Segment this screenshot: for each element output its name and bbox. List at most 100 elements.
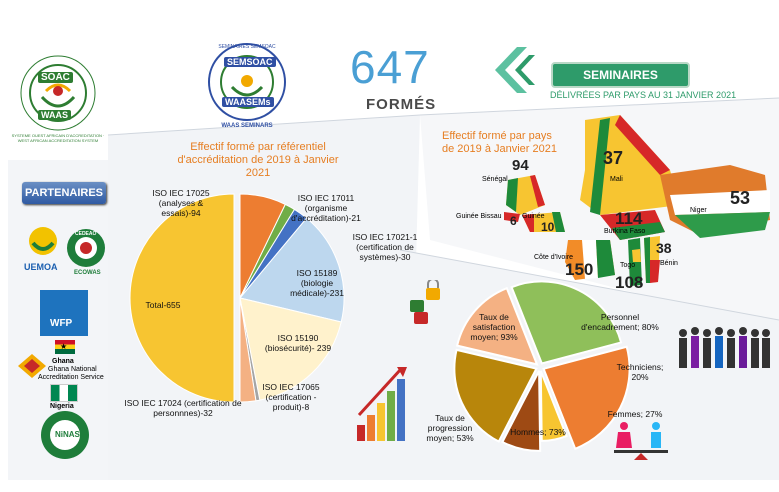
referentiel-title-line3: 2021: [245, 167, 271, 179]
ghana-label: Ghana: [52, 358, 74, 365]
semsoac-logo-top-small: SEMINAIRES SEMSOAC: [218, 44, 276, 50]
country-title-line2: de 2019 à Janvier 2021: [442, 143, 557, 155]
pie1-slice-7: [239, 297, 257, 403]
ecowas-logo: [67, 229, 105, 267]
pie2-slice-1: [542, 345, 631, 451]
soac-logo-top-text: SOAC: [38, 72, 73, 83]
benin-label: Bénin: [660, 260, 678, 267]
iso17021-line1: ISO IEC 17021-1: [352, 232, 418, 242]
satisfaction-line3: moyen; 93%: [470, 332, 518, 342]
referentiel-chart-title: Effectif formé par référentiel d'accrédi…: [158, 141, 358, 180]
wfp-logo: [40, 290, 88, 336]
guinee-label: Guinée: [522, 213, 545, 220]
iso17011-line3: d'accréditation)-21: [291, 213, 361, 223]
ecowas-top-label: CEDEAO: [75, 231, 97, 237]
nigeria-flag: [50, 384, 78, 402]
iso17065-line2: (certification -: [265, 392, 317, 402]
iso17021-line2: (certification de: [356, 242, 414, 252]
ecowas-bottom-label: ECOWAS: [74, 270, 101, 276]
hommes-line1: Hommes; 73%: [510, 427, 566, 437]
encadrement-label: Personnel d'encadrement; 80%: [570, 312, 670, 332]
femmes-label: Femmes; 27%: [600, 409, 670, 419]
progression-line1: Taux de: [435, 413, 465, 423]
senegal-label: Sénégal: [482, 176, 508, 183]
niger-label: Niger: [690, 207, 707, 214]
iso15189-line3: médicale)-231: [290, 288, 344, 298]
ninas-logo: [41, 411, 89, 459]
pie2-slice-0: [510, 280, 623, 365]
progression-label: Taux de progression moyen; 53%: [418, 413, 482, 443]
uemoa-label: UEMOA: [24, 262, 58, 272]
iso15189-line1: ISO 15189: [296, 268, 338, 278]
seminaires-banner-subtitle: DÉLIVRÉES PAR PAYS AU 31 JANVIER 2021: [550, 90, 737, 100]
techniciens-line2: 20%: [631, 372, 649, 382]
iso15190-line1: ISO 15190: [277, 333, 319, 343]
country-chart-title: Effectif formé par pays de 2019 à Janvie…: [442, 130, 582, 156]
iso17025-line1: ISO IEC 17025: [152, 188, 210, 198]
senegal-value: 94: [512, 157, 529, 174]
encadrement-line1: Personnel: [600, 312, 640, 322]
hommes-label: Hommes; 73%: [503, 427, 573, 437]
guinee-bissau-value: 6: [510, 214, 517, 228]
pie2-slice-5: [455, 286, 539, 366]
iso15189-line2: (biologie: [300, 278, 334, 288]
total-trained-label: FORMÉS: [366, 96, 437, 113]
country-title-line1: Effectif formé par pays: [442, 130, 552, 142]
pie2-slice-3: [501, 370, 542, 452]
burkina-value: 114: [615, 209, 643, 228]
progression-line3: moyen; 53%: [426, 433, 474, 443]
referentiel-title-line2: d'accréditation de 2019 à Janvier: [177, 154, 339, 166]
iso17024-line2: personnnes)-32: [153, 408, 213, 418]
mali-value: 37: [603, 148, 624, 168]
iso17021-label: ISO IEC 17021-1 (certification de systèm…: [345, 232, 425, 262]
satisfaction-label: Taux de satisfaction moyen; 93%: [464, 312, 524, 342]
chevron-left-icon: [495, 47, 535, 93]
padlock-icons: [410, 280, 440, 324]
pie1-slice-5: [239, 297, 342, 401]
guinea-bissau-shape: [504, 212, 520, 222]
ghana-accreditation-logo: [18, 354, 46, 378]
people-crowd-icon: [679, 327, 770, 368]
techniciens-line1: Techniciens;: [616, 362, 664, 372]
nigeria-label: Nigeria: [50, 403, 74, 410]
cote-divoire-value: 150: [565, 260, 594, 279]
guinee-bissau-label: Guinée Bissau: [456, 213, 502, 220]
iso17024-label: ISO IEC 17024 (certification de personnn…: [122, 398, 244, 418]
iso17025-line3: essais)-94: [161, 208, 201, 218]
burkina-label: Burkina Faso: [604, 228, 646, 235]
semsoac-logo-bottom: WAASEMs: [222, 97, 274, 107]
ghana-agency-line1: Ghana National: [48, 366, 97, 373]
togo-value: 108: [615, 273, 644, 292]
soac-logo-ring-text: SYSTEME OUEST AFRICAIN D'ACCREDITATION ·…: [11, 133, 105, 143]
semsoac-logo-bottom-small: WAAS SEMINARS: [221, 123, 273, 129]
ghana-star-icon: ★: [60, 342, 68, 351]
growth-bars-icon: [357, 367, 407, 441]
cote-divoire-label: Côte d'Ivoire: [534, 254, 574, 261]
iso17011-label: ISO IEC 17011 (organisme d'accréditation…: [286, 193, 366, 223]
partners-title: PARTENAIRES: [22, 182, 106, 204]
pie2-slice-4: [453, 348, 538, 443]
iso17025-line2: (analyses &: [158, 198, 204, 208]
iso17065-label: ISO IEC 17065 (certification - produit)-…: [255, 382, 327, 412]
semsoac-logo-top: SEMSOAC: [224, 57, 276, 67]
ninas-label: NiNAS: [55, 430, 80, 439]
gender-balance-icon: [614, 422, 668, 460]
progression-line2: progression: [427, 423, 473, 433]
iso17011-line1: ISO IEC 17011: [297, 193, 355, 203]
referentiel-total-label: Total-655: [145, 300, 181, 310]
iso17065-line3: produit)-8: [272, 402, 310, 412]
referentiel-title-line1: Effectif formé par référentiel: [190, 141, 326, 153]
pie1-slice-4: [239, 217, 345, 323]
wfp-label: WFP: [50, 318, 73, 329]
femmes-line1: Femmes; 27%: [607, 409, 663, 419]
uemoa-logo: [29, 227, 57, 255]
satisfaction-line2: satisfaction: [472, 322, 516, 332]
encadrement-line2: d'encadrement; 80%: [581, 322, 659, 332]
pie1-slice-total: [129, 193, 235, 403]
iso17065-line1: ISO IEC 17065: [262, 382, 320, 392]
total-trained-number: 647: [350, 41, 430, 93]
mali-label: Mali: [610, 176, 623, 183]
iso17024-line1: ISO IEC 17024 (certification de: [124, 398, 242, 408]
